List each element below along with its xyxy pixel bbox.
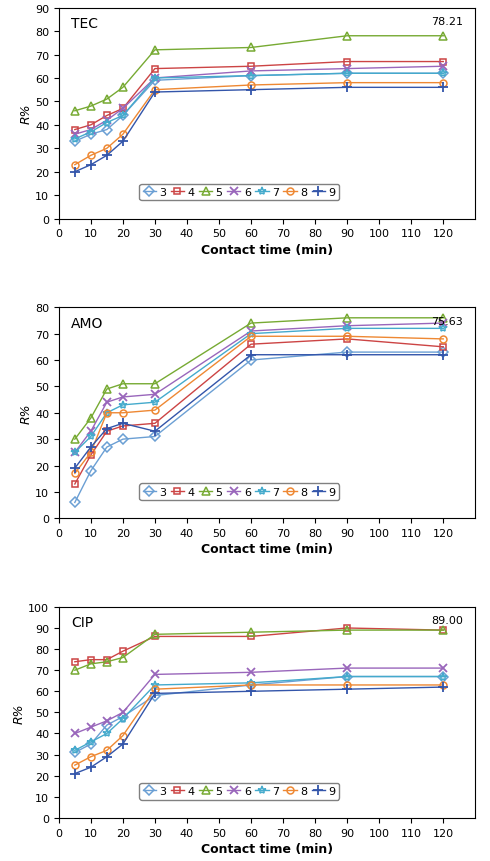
Text: 75.63: 75.63 <box>431 316 463 326</box>
Text: TEC: TEC <box>72 17 98 31</box>
X-axis label: Contact time (min): Contact time (min) <box>201 842 333 855</box>
Y-axis label: R%: R% <box>19 104 32 124</box>
Text: 78.21: 78.21 <box>431 17 463 27</box>
Legend: 3, 4, 5, 6, 7, 8, 9: 3, 4, 5, 6, 7, 8, 9 <box>139 784 339 800</box>
Y-axis label: R%: R% <box>19 403 32 424</box>
Y-axis label: R%: R% <box>12 703 25 722</box>
Text: CIP: CIP <box>72 616 94 629</box>
X-axis label: Contact time (min): Contact time (min) <box>201 244 333 257</box>
Legend: 3, 4, 5, 6, 7, 8, 9: 3, 4, 5, 6, 7, 8, 9 <box>139 184 339 201</box>
X-axis label: Contact time (min): Contact time (min) <box>201 542 333 555</box>
Legend: 3, 4, 5, 6, 7, 8, 9: 3, 4, 5, 6, 7, 8, 9 <box>139 484 339 500</box>
Text: AMO: AMO <box>72 316 104 331</box>
Text: 89.00: 89.00 <box>431 616 463 626</box>
